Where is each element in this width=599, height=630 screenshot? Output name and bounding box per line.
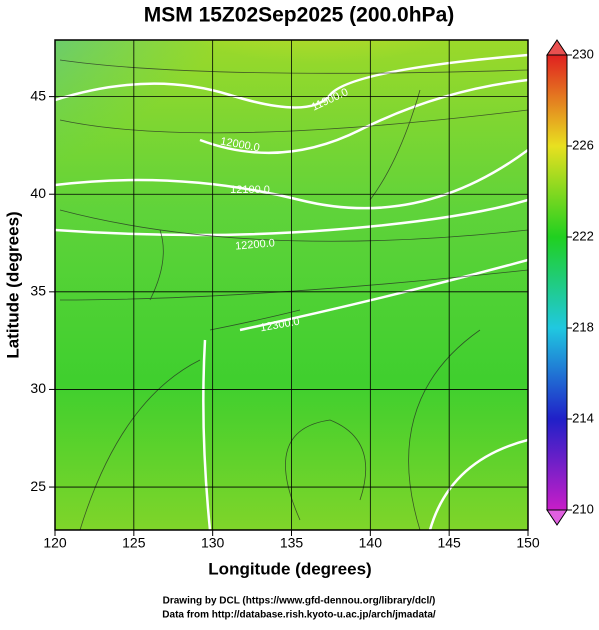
colorbar-tick-label: 226 [572,137,594,152]
x-tick-label: 125 [122,535,146,551]
colorbar-tick-label: 230 [572,46,594,61]
chart-title: MSM 15Z02Sep2025 (200.0hPa) [144,4,455,27]
x-tick-label: 120 [43,535,67,551]
x-axis-label: Longitude (degrees) [208,559,371,578]
colorbar [546,54,568,511]
credit: Drawing by DCL (https://www.gfd-dennou.o… [163,596,436,607]
x-tick-label: 135 [280,535,304,551]
colorbar-tick-label: 222 [572,228,594,243]
y-tick-label: 40 [30,185,46,201]
x-tick-label: 145 [437,535,461,551]
colorbar-tick-label: 218 [572,319,594,334]
colorbar-tick-label: 214 [572,410,594,425]
contour-label: 12200.0 [235,237,276,252]
colorbar-end [546,39,568,56]
y-tick-label: 30 [30,380,46,396]
contour-label: 12100.0 [230,184,270,196]
x-tick-label: 130 [201,535,225,551]
colorbar-tick-label: 210 [572,501,594,516]
colorbar-end [546,509,568,526]
y-tick-label: 35 [30,283,46,299]
y-axis-label: Latitude (degrees) [3,211,22,358]
y-tick-label: 45 [30,87,46,103]
x-tick-label: 150 [516,535,540,551]
x-tick-label: 140 [359,535,383,551]
credit: Data from http://database.rish.kyoto-u.a… [162,610,436,621]
y-tick-label: 25 [30,478,46,494]
